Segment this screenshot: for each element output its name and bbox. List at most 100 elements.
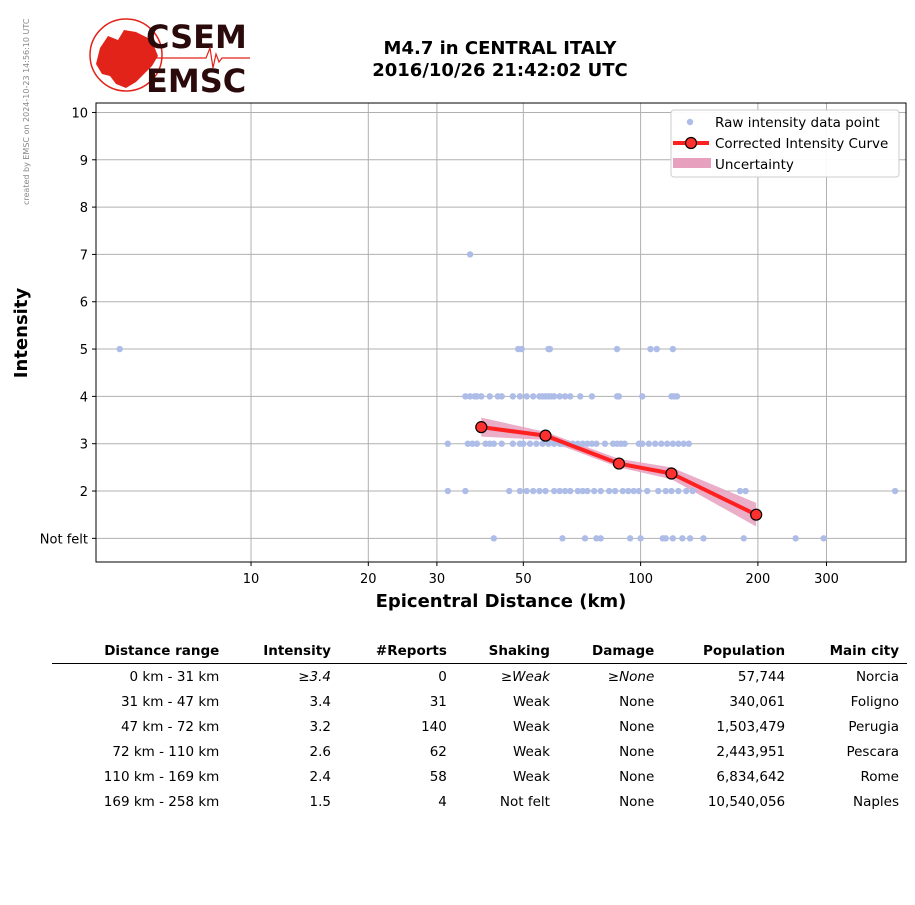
curve-marker [665, 467, 678, 480]
raw-data-point [469, 440, 476, 447]
table-cell: 1,503,479 [716, 718, 786, 735]
intensity-chart: 10 20 30 50 100 200 300 Not felt 2 3 4 5 6 7 8 9 10 Epic… [11, 102, 907, 612]
raw-data-point [574, 487, 582, 495]
table-cell: None [619, 793, 655, 810]
y-tick-label: Not felt [40, 532, 88, 547]
raw-data-point [462, 393, 469, 400]
table-cell: 31 km - 47 km [120, 693, 220, 710]
logo-text-top: CSEM [146, 18, 247, 56]
raw-data-point [466, 393, 474, 400]
raw-data-point [577, 393, 584, 400]
logo-map-shape [96, 30, 158, 88]
raw-data-point [581, 535, 589, 542]
raw-data-point [478, 393, 485, 400]
raw-data-point [559, 535, 566, 542]
table-cell: None [619, 768, 655, 785]
y-tick-label: 9 [80, 154, 88, 169]
raw-data-point [518, 345, 525, 353]
raw-data-point [621, 440, 628, 447]
table-row: 169 km - 258 km 1.5 4 Not felt None 10,540,05… [52, 789, 907, 814]
raw-data-point [630, 487, 637, 495]
raw-data-point [644, 487, 651, 495]
chart-title-line2: 2016/10/26 21:42:02 UTC [372, 60, 628, 81]
table-cell: ≥3.4 [298, 668, 331, 685]
raw-data-point [584, 440, 591, 447]
raw-data-point [651, 440, 659, 447]
table-cell: Naples [852, 793, 899, 810]
y-tick-label: 8 [80, 201, 88, 216]
table-header-row: Distance range Intensity #Reports Shaking Da… [52, 640, 907, 664]
table-cell: 0 km - 31 km [129, 668, 220, 685]
raw-data-point [556, 393, 563, 400]
y-tick-label: 4 [80, 390, 88, 405]
table-cell: 57,744 [737, 668, 786, 685]
legend-curve-marker [684, 136, 698, 150]
corrected-curve [475, 421, 763, 521]
table-cell: Weak [512, 768, 550, 785]
table-cell: 10,540,056 [707, 793, 786, 810]
raw-data-point [498, 393, 505, 400]
raw-data-point [619, 487, 626, 495]
raw-data-point [891, 487, 899, 495]
y-tick-label: 10 [71, 106, 88, 121]
raw-data-point [637, 535, 644, 542]
raw-data-point [700, 535, 707, 542]
table-cell: None [619, 693, 655, 710]
raw-data-point [506, 487, 513, 495]
raw-data-point [675, 440, 682, 447]
table-cell: Weak [512, 743, 550, 760]
y-tick-label: 2 [80, 485, 88, 500]
raw-data-point [584, 487, 591, 495]
x-tick-label: 200 [745, 572, 770, 587]
raw-data-point [588, 393, 596, 400]
table-row: 0 km - 31 km ≥3.4 0 ≥Weak ≥None 57,744 Norcia [52, 664, 907, 690]
logo-globe-icon [89, 18, 163, 92]
raw-data-point [673, 393, 681, 400]
table-cell: 1.5 [309, 793, 331, 810]
raw-data-point [473, 440, 481, 447]
y-tick-label: 7 [80, 248, 88, 263]
raw-data-point [669, 440, 677, 447]
curve-marker [475, 421, 488, 434]
table-cell: 2.6 [309, 743, 331, 760]
x-tick-label: 30 [429, 572, 446, 587]
table-cell: 3.2 [309, 718, 331, 735]
uncertainty-area [481, 417, 757, 527]
plot-frame [95, 102, 907, 563]
raw-data-point [615, 393, 623, 400]
y-axis-label: Intensity [11, 288, 32, 379]
raw-data-point [655, 487, 662, 495]
table-cell: Rome [860, 768, 900, 785]
raw-data-point [742, 487, 749, 495]
table-header-cell: Population [662, 640, 794, 664]
legend-label: Raw intensity data point [715, 115, 880, 131]
raw-data-point [662, 535, 669, 542]
table-row: 31 km - 47 km 3.4 31 Weak None 340,061 Foligno [52, 689, 907, 714]
raw-data-point [556, 487, 563, 495]
chart-legend: Raw intensity data point Corrected Intens… [670, 109, 900, 178]
raw-data-point [520, 440, 527, 447]
raw-data-point [498, 440, 505, 447]
y-tick-label: 5 [80, 343, 88, 358]
raw-data-point [593, 440, 600, 447]
y-tick-label: 6 [80, 296, 88, 311]
chart-title-line1: M4.7 in CENTRAL ITALY [383, 38, 617, 59]
table-cell: 2,443,951 [716, 743, 786, 760]
table-cell: 0 [438, 668, 447, 685]
curve-marker [612, 457, 626, 470]
table-cell: 2.4 [309, 768, 331, 785]
raw-data-point [545, 440, 552, 447]
table-cell: 6,834,642 [716, 768, 786, 785]
raw-data-point [464, 440, 471, 447]
raw-data-point [590, 487, 598, 495]
raw-data-point [536, 487, 543, 495]
curve-marker [750, 508, 763, 521]
table-cell: 340,061 [729, 693, 786, 710]
raw-data-point [462, 487, 469, 495]
raw-data-point [588, 440, 596, 447]
table-row: 110 km - 169 km 2.4 58 Weak None 6,834,642 Rom… [52, 764, 907, 789]
table-cell: Weak [512, 718, 550, 735]
raw-data-point [597, 487, 604, 495]
x-axis-label: Epicentral Distance (km) [376, 591, 627, 612]
raw-data-point [675, 487, 682, 495]
